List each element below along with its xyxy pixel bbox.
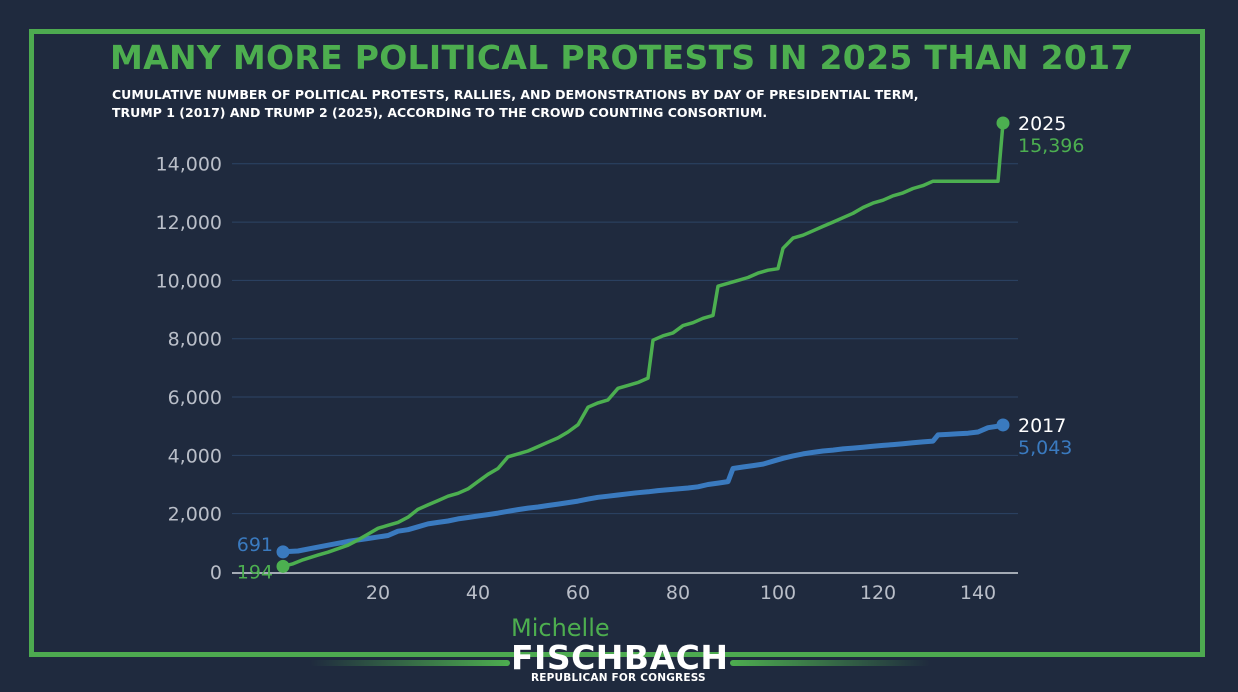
start-point-2025 bbox=[276, 559, 290, 573]
end-value-label-2017: 5,043 bbox=[1018, 437, 1072, 459]
y-tick-label: 6,000 bbox=[168, 387, 222, 409]
y-tick-label: 4,000 bbox=[168, 445, 222, 467]
y-tick-label: 12,000 bbox=[156, 212, 222, 234]
y-tick-label: 0 bbox=[210, 562, 222, 584]
axis-layer: 0 2,000 4,000 6,000 8,000 10,000 12,000 14,000 2… bbox=[156, 154, 1018, 604]
subtitle-line-2: TRUMP 1 (2017) AND TRUMP 2 (2025), ACCOR… bbox=[112, 105, 768, 120]
logo-first-name: Michelle bbox=[511, 614, 610, 642]
x-tick-label: 100 bbox=[760, 582, 796, 604]
series-line-2017 bbox=[280, 422, 1006, 555]
series-line-2025 bbox=[281, 121, 1005, 569]
x-tick-label: 40 bbox=[466, 582, 490, 604]
campaign-logo: Michelle FISCHBACH REPUBLICAN FOR CONGRE… bbox=[0, 612, 1238, 692]
subtitle-line-1: CUMULATIVE NUMBER OF POLITICAL PROTESTS,… bbox=[112, 87, 919, 102]
y-tick-label: 14,000 bbox=[156, 154, 222, 176]
chart-subtitle: CUMULATIVE NUMBER OF POLITICAL PROTESTS,… bbox=[112, 86, 1012, 122]
logo-right-swoosh bbox=[730, 660, 930, 666]
end-point-2017 bbox=[996, 418, 1010, 432]
x-tick-label: 20 bbox=[366, 582, 390, 604]
logo-left-swoosh bbox=[310, 660, 510, 666]
logo-tagline: REPUBLICAN FOR CONGRESS bbox=[531, 672, 706, 684]
x-tick-label: 140 bbox=[960, 582, 996, 604]
y-tick-label: 10,000 bbox=[156, 270, 222, 292]
start-point-2017 bbox=[276, 545, 290, 559]
end-point-2025 bbox=[996, 116, 1010, 130]
start-value-label-2025: 194 bbox=[237, 561, 273, 583]
series-name-label-2025: 2025 bbox=[1018, 113, 1066, 135]
x-tick-label: 80 bbox=[666, 582, 690, 604]
end-value-label-2025: 15,396 bbox=[1018, 135, 1084, 157]
chart-title: MANY MORE POLITICAL PROTESTS IN 2025 THA… bbox=[110, 38, 1134, 77]
y-tick-label: 2,000 bbox=[168, 504, 222, 526]
chart-frame bbox=[29, 29, 1205, 657]
x-tick-label: 60 bbox=[566, 582, 590, 604]
start-value-label-2017: 691 bbox=[237, 534, 273, 556]
series-name-label-2017: 2017 bbox=[1018, 415, 1066, 437]
series-layer bbox=[276, 116, 1010, 573]
y-tick-label: 8,000 bbox=[168, 329, 222, 351]
grid-layer bbox=[232, 163, 1018, 515]
logo-last-name: FISCHBACH bbox=[511, 638, 729, 677]
x-tick-label: 120 bbox=[860, 582, 896, 604]
